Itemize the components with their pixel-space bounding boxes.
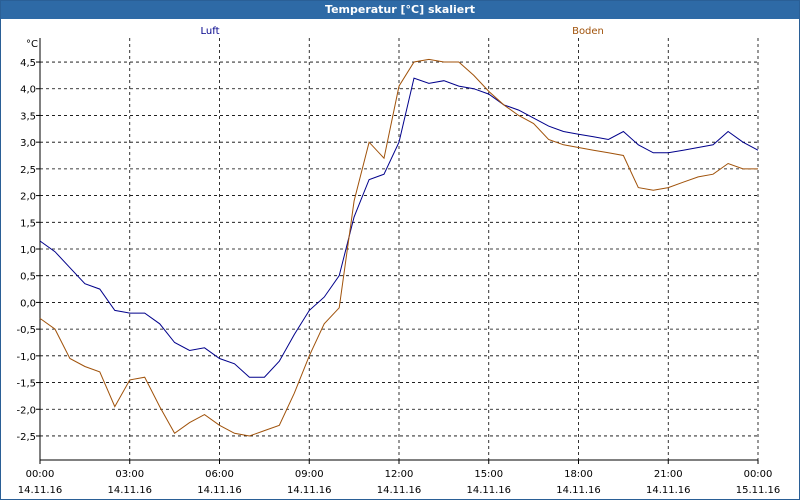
series-line-luft: [39, 77, 759, 378]
x-tick-date-label: 14.11.16: [466, 485, 511, 496]
y-tick-label: 2,5: [20, 165, 36, 176]
y-axis-ticks: 4,5 4,0 3,5 3,0 2,5 2,0 1,5 1,0 0,5 0,0 -0,5 -1,0 -1…: [16, 58, 40, 443]
x-tick-time-label: 21:00: [654, 469, 683, 480]
y-tick-label: -2,0: [16, 405, 36, 416]
legend-entry-boden: Boden: [572, 26, 604, 37]
x-tick-date-label: 14.11.16: [18, 485, 63, 496]
y-tick-label: 0,5: [20, 272, 36, 283]
x-tick-time-label: 09:00: [295, 469, 324, 480]
x-tick-date-label: 14.11.16: [377, 485, 422, 496]
x-tick-date-label: 14.11.16: [646, 485, 691, 496]
y-tick-label: -2,5: [16, 432, 36, 443]
y-tick-label: 4,0: [20, 85, 36, 96]
x-tick-time-label: 00:00: [26, 469, 55, 480]
y-tick-label: 0,0: [20, 298, 36, 309]
y-tick-label: 3,0: [20, 138, 36, 149]
x-tick-time-label: 03:00: [115, 469, 144, 480]
y-tick-label: 1,5: [20, 218, 36, 229]
x-tick-time-label: 00:00: [744, 469, 773, 480]
x-tick-time-label: 18:00: [564, 469, 593, 480]
series-line-boden: [39, 58, 758, 437]
y-tick-label: 1,0: [20, 245, 36, 256]
legend: Luft Boden: [201, 26, 604, 37]
window-title: Temperatur [°C] skaliert: [1, 1, 799, 19]
x-tick-date-label: 14.11.16: [287, 485, 332, 496]
y-tick-label: 2,0: [20, 192, 36, 203]
y-axis-unit-label: °C: [26, 39, 38, 50]
y-tick-label: 4,5: [20, 58, 36, 69]
y-tick-label: -1,0: [16, 352, 36, 363]
series-lines: [39, 58, 759, 437]
y-tick-label: -1,5: [16, 379, 36, 390]
x-tick-date-label: 14.11.16: [556, 485, 601, 496]
x-tick-date-label: 14.11.16: [197, 485, 242, 496]
x-axis-ticks: 00:00 14.11.16 03:00 14.11.16 06:00 14.11.16 0…: [18, 460, 781, 496]
x-tick-date-label: 15.11.16: [736, 485, 781, 496]
legend-entry-luft: Luft: [201, 26, 220, 37]
x-tick-time-label: 12:00: [385, 469, 414, 480]
y-tick-label: -0,5: [16, 325, 36, 336]
x-tick-date-label: 14.11.16: [107, 485, 152, 496]
grid-lines: [39, 38, 759, 460]
x-tick-time-label: 06:00: [205, 469, 234, 480]
x-tick-time-label: 15:00: [474, 469, 503, 480]
y-tick-label: 3,5: [20, 111, 36, 122]
